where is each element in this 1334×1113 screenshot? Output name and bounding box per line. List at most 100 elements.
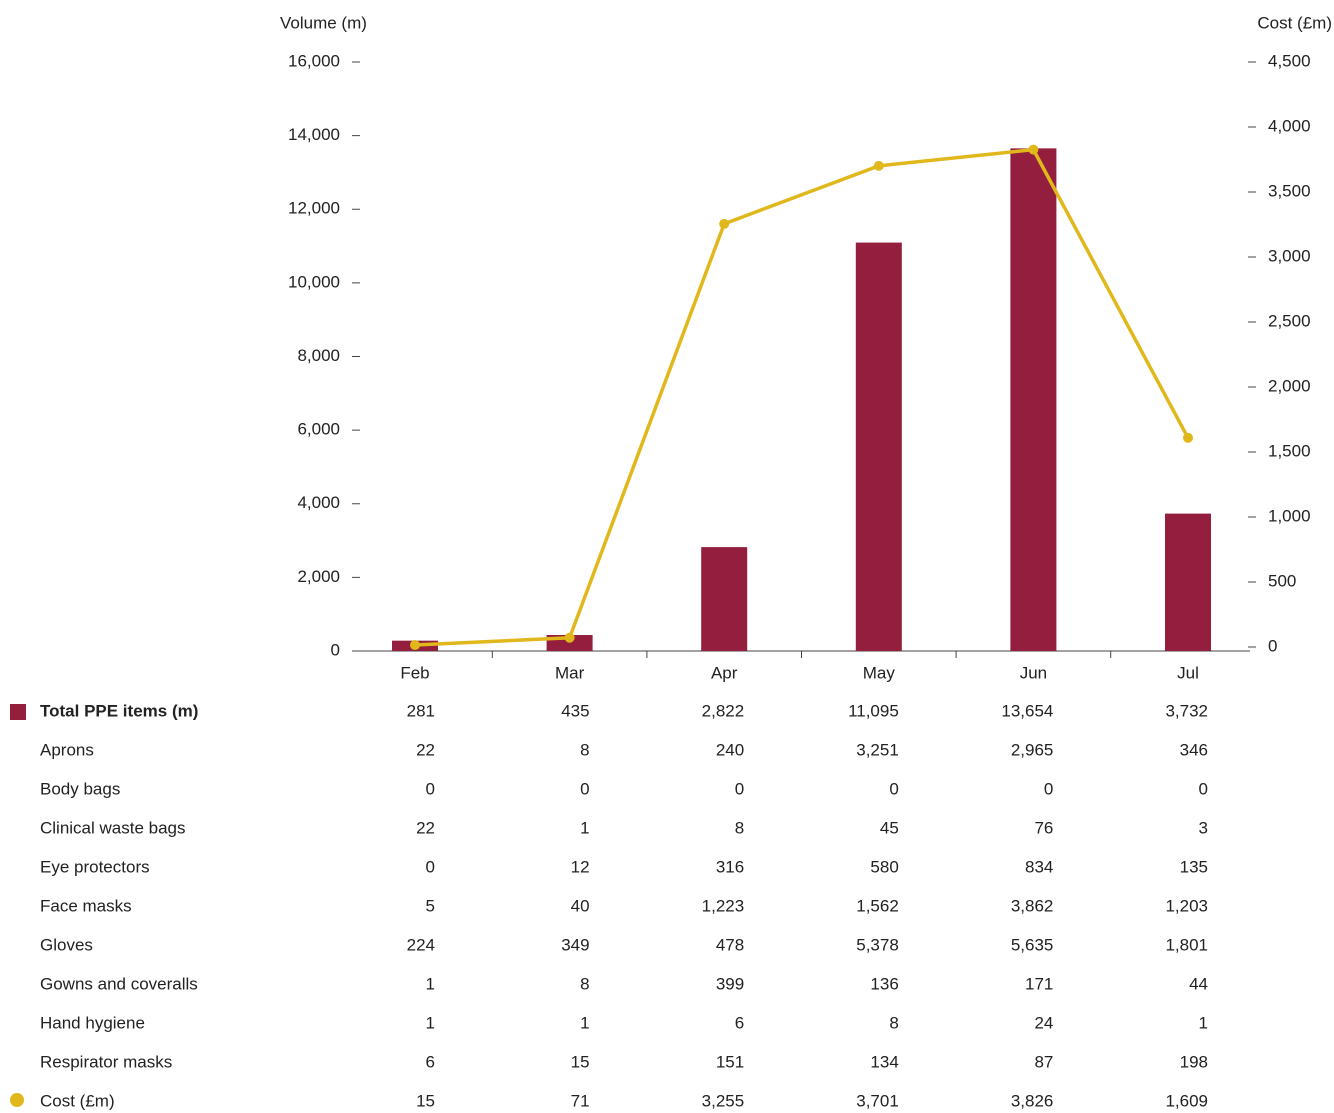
y-tick-label: 14,000	[288, 125, 340, 144]
table-cell: 0	[426, 779, 435, 798]
table-cell: 1,801	[1165, 935, 1208, 954]
table-cell: 2,965	[1011, 740, 1054, 759]
table-cell: 1	[426, 1013, 435, 1032]
y-tick-label: 4,000	[297, 493, 340, 512]
y-tick-label: 6,000	[297, 420, 340, 439]
table-cell: 349	[561, 935, 589, 954]
table-cell: 3	[1199, 818, 1208, 837]
x-tick-label: Apr	[711, 663, 738, 682]
x-tick-label: Jul	[1177, 663, 1199, 682]
table-cell: 1,562	[856, 896, 899, 915]
cost-point	[410, 640, 420, 651]
table-cell: 45	[880, 818, 899, 837]
table-cell: 24	[1034, 1013, 1053, 1032]
table-cell: 15	[416, 1091, 435, 1110]
row-label: Hand hygiene	[40, 1013, 145, 1032]
table-cell: 3,862	[1011, 896, 1054, 915]
table-cell: 6	[735, 1013, 744, 1032]
table-cell: 399	[716, 974, 744, 993]
table-cell: 13,654	[1001, 701, 1053, 720]
table-cell: 136	[870, 974, 898, 993]
table-cell: 198	[1180, 1052, 1208, 1071]
x-tick-label: May	[863, 663, 896, 682]
table-cell: 3,251	[856, 740, 899, 759]
table-cell: 435	[561, 701, 589, 720]
table-cell: 0	[426, 857, 435, 876]
table-cell: 1,609	[1165, 1091, 1208, 1110]
row-label: Face masks	[40, 896, 132, 915]
y2-axis-label: Cost (£m)	[1257, 13, 1332, 32]
table-cell: 1,203	[1165, 896, 1208, 915]
row-label: Eye protectors	[40, 857, 150, 876]
table-cell: 8	[735, 818, 744, 837]
row-label: Body bags	[40, 779, 120, 798]
y2-tick-label: 0	[1268, 636, 1277, 655]
bar	[701, 547, 748, 651]
table-cell: 3,826	[1011, 1091, 1054, 1110]
x-tick-label: Mar	[555, 663, 585, 682]
y2-tick-label: 2,500	[1268, 311, 1311, 330]
y-tick-label: 8,000	[297, 346, 340, 365]
table-cell: 40	[571, 896, 590, 915]
table-cell: 44	[1189, 974, 1208, 993]
row-label: Aprons	[40, 740, 94, 759]
table-cell: 8	[889, 1013, 898, 1032]
table-cell: 135	[1180, 857, 1208, 876]
table-cell: 15	[571, 1052, 590, 1071]
row-label: Clinical waste bags	[40, 818, 186, 837]
y-tick-label: 10,000	[288, 272, 340, 291]
table-cell: 1	[580, 1013, 589, 1032]
table-cell: 2,822	[702, 701, 745, 720]
y-tick-label: 0	[331, 640, 340, 659]
table-cell: 5,635	[1011, 935, 1054, 954]
y2-tick-label: 1,000	[1268, 506, 1311, 525]
table-cell: 11,095	[848, 701, 899, 720]
table-cell: 22	[416, 818, 435, 837]
table-cell: 0	[735, 779, 744, 798]
x-tick-label: Jun	[1020, 663, 1047, 682]
cost-point	[719, 218, 730, 229]
table-cell: 224	[407, 935, 435, 954]
legend-swatch	[10, 704, 26, 720]
row-label: Gowns and coveralls	[40, 974, 198, 993]
table-cell: 1	[1199, 1013, 1208, 1032]
y2-tick-label: 500	[1268, 571, 1296, 590]
table-cell: 6	[426, 1052, 435, 1071]
y2-tick-label: 4,500	[1268, 51, 1311, 70]
table-cell: 134	[870, 1052, 898, 1071]
table-cell: 1,223	[702, 896, 745, 915]
table-cell: 478	[716, 935, 744, 954]
table-cell: 346	[1180, 740, 1208, 759]
y-tick-label: 2,000	[297, 567, 340, 586]
table-cell: 8	[580, 740, 589, 759]
cost-point	[1028, 144, 1039, 155]
table-cell: 87	[1034, 1052, 1053, 1071]
table-cell: 0	[889, 779, 898, 798]
table-cell: 0	[580, 779, 589, 798]
cost-point	[1183, 432, 1193, 443]
table-cell: 316	[716, 857, 744, 876]
table-cell: 281	[407, 701, 435, 720]
table-cell: 3,701	[856, 1091, 899, 1110]
table-cell: 0	[1044, 779, 1053, 798]
y-axis-label: Volume (m)	[280, 13, 367, 32]
table-cell: 5,378	[856, 935, 899, 954]
table-cell: 580	[870, 857, 898, 876]
table-cell: 5	[426, 896, 435, 915]
legend-swatch	[10, 1093, 24, 1107]
y2-tick-label: 4,000	[1268, 116, 1311, 135]
table-cell: 834	[1025, 857, 1053, 876]
table-cell: 12	[571, 857, 590, 876]
y2-tick-label: 3,500	[1268, 181, 1311, 200]
table-cell: 3,255	[702, 1091, 745, 1110]
table-cell: 240	[716, 740, 744, 759]
row-label: Gloves	[40, 935, 93, 954]
cost-line	[414, 147, 1190, 647]
table-cell: 71	[571, 1091, 590, 1110]
bar	[855, 242, 902, 651]
cost-point	[564, 632, 575, 643]
y-tick-label: 12,000	[288, 199, 340, 218]
table-cell: 1	[426, 974, 435, 993]
